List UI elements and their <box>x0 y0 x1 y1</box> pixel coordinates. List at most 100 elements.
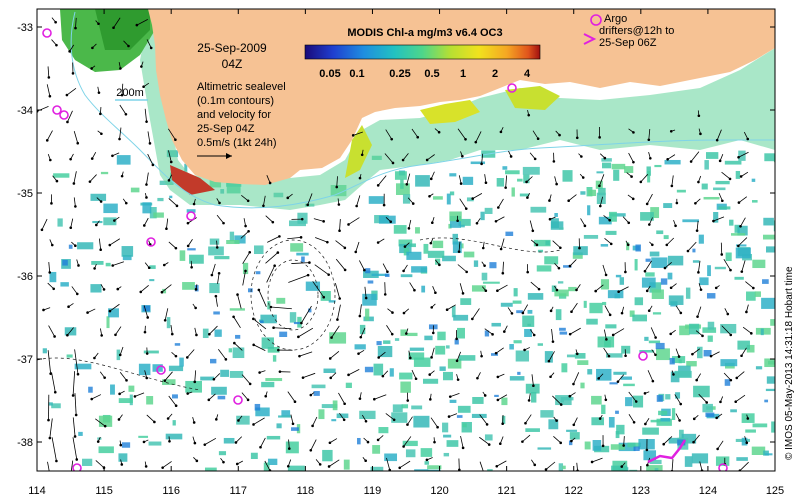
chl-patch <box>389 368 394 377</box>
velocity-arrow-head <box>594 289 597 293</box>
velocity-arrow-head <box>502 330 506 333</box>
velocity-arrow-head <box>147 266 151 270</box>
chl-patch <box>414 469 429 471</box>
velocity-arrow-head <box>740 270 744 273</box>
chl-patch <box>554 289 569 297</box>
chl-patch <box>405 449 416 458</box>
velocity-arrow-head <box>276 251 280 254</box>
velocity-arrow <box>378 351 386 358</box>
velocity-arrow-head <box>232 315 235 319</box>
chl-patch-low <box>706 293 716 299</box>
velocity-arrow-head <box>144 465 148 468</box>
velocity-arrow <box>553 436 561 444</box>
velocity-arrow-head <box>151 163 155 167</box>
velocity-arrow <box>310 439 317 451</box>
velocity-arrow-head <box>366 440 370 444</box>
velocity-arrow <box>46 84 51 97</box>
velocity-arrow-head <box>99 200 103 203</box>
chl-patch <box>692 260 700 263</box>
velocity-arrow-head <box>343 246 347 250</box>
velocity-arrow-head <box>632 160 635 164</box>
velocity-arrow <box>484 174 487 183</box>
chl-patch <box>601 158 612 162</box>
chl-patch <box>98 446 114 454</box>
velocity-arrow-head <box>599 204 602 208</box>
velocity-arrow <box>522 434 531 442</box>
velocity-arrow-head <box>752 286 755 290</box>
velocity-arrow <box>144 108 147 122</box>
chl-patch <box>629 469 638 471</box>
chl-patch <box>462 176 474 185</box>
velocity-arrow-head <box>484 181 488 185</box>
chl-patch <box>392 404 403 413</box>
velocity-arrow-head <box>675 201 679 205</box>
velocity-arrow-head <box>103 424 107 428</box>
velocity-arrow-head <box>278 235 281 238</box>
velocity-arrow-head <box>90 397 94 401</box>
chl-patch <box>632 395 644 408</box>
velocity-arrow-head <box>436 425 439 429</box>
velocity-arrow <box>603 329 607 340</box>
chl-patch <box>311 384 326 389</box>
velocity-arrows <box>37 17 755 471</box>
chl-patch <box>328 300 336 303</box>
chl-patch-low <box>62 259 68 266</box>
chl-patch-low <box>174 343 181 346</box>
chl-patch <box>679 325 690 336</box>
velocity-arrow-head <box>364 296 368 300</box>
velocity-arrow-head <box>697 271 700 274</box>
velocity-arrow <box>253 417 265 425</box>
chl-patch <box>272 355 277 362</box>
chl-patch <box>686 361 697 367</box>
velocity-arrow-head <box>616 380 620 383</box>
velocity-arrow <box>168 241 177 249</box>
velocity-arrow <box>505 175 508 188</box>
chl-patch <box>574 353 586 359</box>
velocity-arrow <box>147 131 151 144</box>
chl-patch <box>442 255 456 262</box>
velocity-arrow-head <box>50 243 54 247</box>
velocity-arrow-head <box>119 443 123 447</box>
velocity-arrow <box>666 237 675 246</box>
velocity-arrow-head <box>666 157 669 161</box>
velocity-arrow <box>409 282 415 291</box>
chl-patch <box>625 397 633 407</box>
chl-patch <box>724 160 742 165</box>
velocity-arrow-head <box>405 332 408 335</box>
velocity-arrow-head <box>358 397 362 400</box>
chl-patch <box>391 412 408 423</box>
chl-patch <box>189 254 204 264</box>
chl-patch <box>162 288 167 294</box>
velocity-arrow-head <box>523 348 526 352</box>
chl-patch-low <box>279 331 288 338</box>
velocity-arrow <box>698 260 701 273</box>
velocity-arrow <box>71 286 78 295</box>
velocity-arrow <box>360 327 366 338</box>
velocity-arrow <box>264 460 271 471</box>
velocity-arrow <box>710 351 720 357</box>
velocity-arrow-head <box>679 311 683 315</box>
velocity-arrow-head <box>570 439 573 443</box>
chl-patch <box>734 276 744 280</box>
velocity-arrow-head <box>77 264 80 267</box>
velocity-arrow <box>364 286 367 299</box>
chl-patch <box>157 197 164 202</box>
velocity-arrow-head <box>102 288 106 291</box>
velocity-arrow-head <box>735 376 739 380</box>
velocity-arrow-head <box>665 243 669 247</box>
velocity-arrow-head <box>548 199 551 202</box>
chl-patch-low <box>677 439 686 446</box>
velocity-arrow-head <box>47 76 51 79</box>
velocity-arrow-head <box>438 263 441 267</box>
chl-patch <box>466 197 474 202</box>
chl-patch <box>600 279 610 290</box>
velocity-arrow-head <box>354 250 358 254</box>
velocity-arrow-head <box>551 340 555 343</box>
argo-track <box>647 439 687 464</box>
velocity-arrow-head <box>114 333 117 337</box>
argo-drifter-marker <box>233 395 243 405</box>
velocity-arrow-head <box>408 356 412 360</box>
chl-patch <box>276 297 286 304</box>
chl-patch <box>718 206 731 210</box>
velocity-arrow-head <box>193 380 197 384</box>
